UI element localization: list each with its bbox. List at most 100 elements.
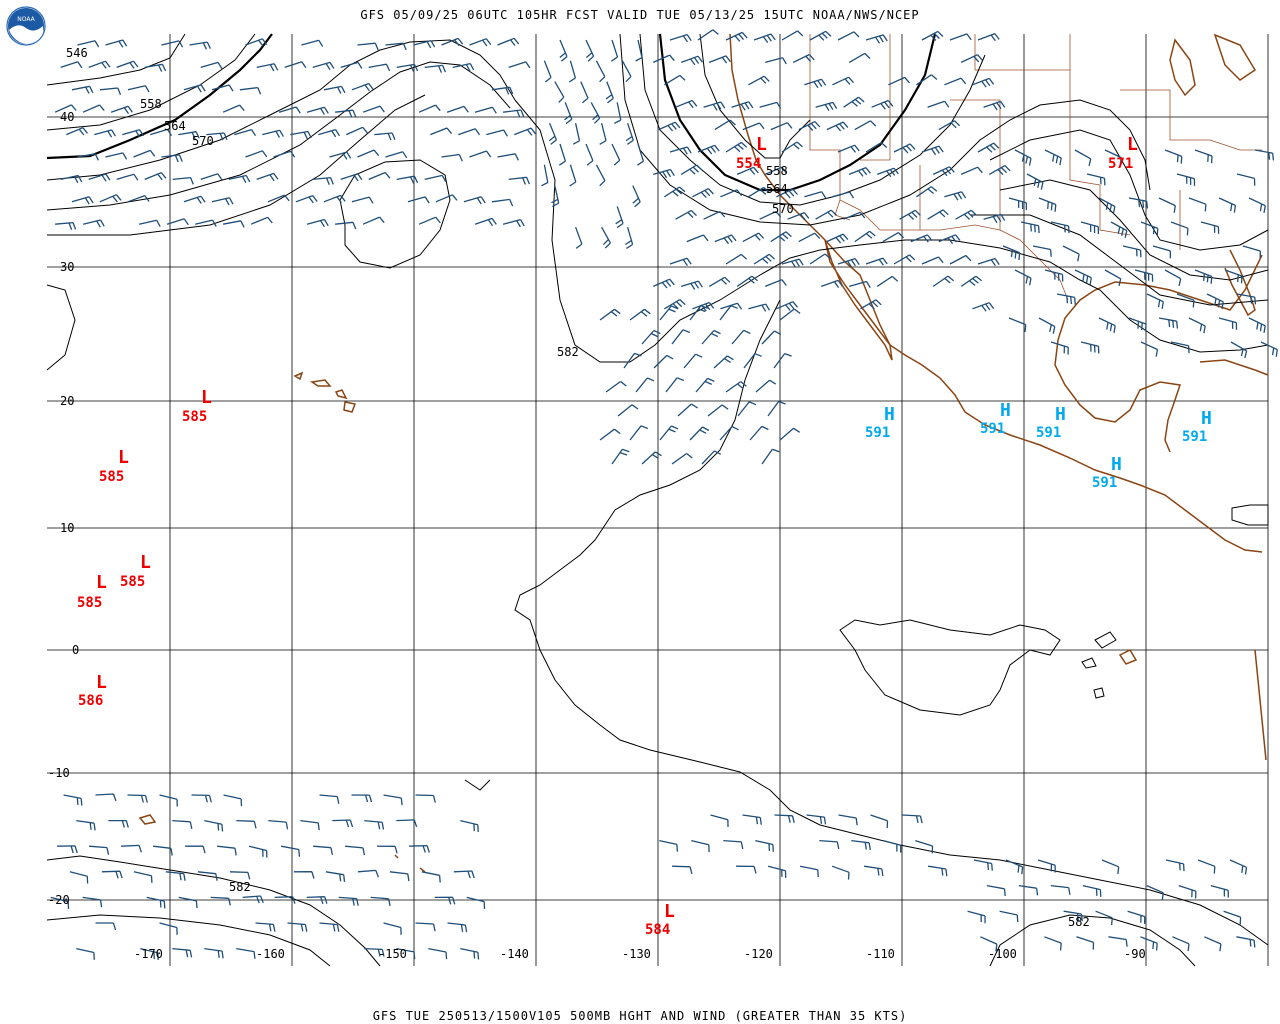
wind-barb xyxy=(497,37,520,46)
wind-barb xyxy=(629,425,649,441)
high-letter: H xyxy=(1201,408,1212,429)
wind-barb xyxy=(101,870,123,879)
wind-barb xyxy=(325,871,346,882)
wind-barb xyxy=(731,329,751,345)
wind-barb xyxy=(229,871,251,880)
lat-lon-grid xyxy=(47,34,1269,966)
high-value: 591 xyxy=(980,421,1005,437)
pacific-islands-south xyxy=(138,814,426,873)
wind-barb xyxy=(1104,149,1122,165)
wind-barb xyxy=(63,794,83,806)
wind-barb xyxy=(854,230,876,243)
wind-barb xyxy=(742,232,765,243)
wind-barb xyxy=(809,30,832,41)
wind-barb xyxy=(876,275,899,287)
wind-barb xyxy=(508,176,531,185)
wind-barb xyxy=(938,234,961,244)
wind-barb xyxy=(1032,245,1052,257)
wind-barb xyxy=(194,219,217,227)
wind-barb xyxy=(1248,197,1266,214)
wind-barb xyxy=(293,871,315,879)
wind-barb xyxy=(57,845,78,854)
low-value: 584 xyxy=(645,922,670,938)
wind-barb xyxy=(725,31,748,42)
wind-barb xyxy=(798,121,821,131)
high-letter: H xyxy=(1000,400,1011,421)
wind-barb xyxy=(799,865,819,878)
wind-barb xyxy=(569,164,577,187)
wind-barb xyxy=(351,82,374,92)
lat-label: 20 xyxy=(60,394,74,408)
contour-label: 558 xyxy=(766,164,788,178)
wind-barb xyxy=(831,865,850,880)
wind-barb xyxy=(921,30,944,41)
wind-barb xyxy=(278,106,301,114)
hawaii xyxy=(293,371,357,413)
contour-left-e xyxy=(47,94,426,236)
wind-barb xyxy=(697,144,720,155)
wind-barb xyxy=(335,221,357,230)
wind-barb xyxy=(204,819,224,832)
wind-barb xyxy=(210,896,231,906)
wind-barb xyxy=(1098,197,1116,214)
wind-barb xyxy=(720,189,743,198)
wind-barb xyxy=(191,794,212,803)
wind-barb xyxy=(580,81,589,104)
wind-barb xyxy=(223,794,243,807)
high-letter: H xyxy=(1111,454,1122,475)
wind-barb xyxy=(421,871,441,883)
wind-barb xyxy=(776,188,798,199)
wind-barb xyxy=(815,101,838,112)
wind-barb xyxy=(1218,317,1238,330)
wind-barb xyxy=(832,76,854,86)
wind-barb xyxy=(469,38,492,47)
wind-barb xyxy=(870,814,889,829)
wind-barb xyxy=(1254,149,1275,161)
wind-barb xyxy=(865,34,888,44)
wind-barb xyxy=(340,173,363,182)
contour-ridge-south xyxy=(514,299,1269,946)
wind-barb xyxy=(127,85,150,93)
wind-barb xyxy=(564,102,573,125)
wind-barb xyxy=(345,845,366,856)
logo-text: NOAA xyxy=(17,16,35,23)
wind-barb xyxy=(1223,910,1242,925)
wind-barb xyxy=(999,910,1019,923)
low-value: 554 xyxy=(736,156,761,172)
wind-barb xyxy=(122,129,145,138)
wind-barb xyxy=(474,217,497,227)
wind-barb xyxy=(396,63,419,72)
coastlines xyxy=(138,33,1269,873)
contour-se-582 xyxy=(989,914,1196,967)
wind-barb xyxy=(632,185,641,208)
wind-barb xyxy=(441,153,463,162)
wind-barb xyxy=(306,218,329,228)
wind-barb xyxy=(851,839,871,851)
wind-barb xyxy=(460,819,479,833)
wind-barb xyxy=(1122,245,1142,258)
wind-barb xyxy=(664,74,686,86)
wind-barb xyxy=(424,174,447,183)
wind-barb xyxy=(671,452,693,465)
wind-barb xyxy=(1194,269,1213,284)
wind-barb xyxy=(637,143,645,166)
wind-barb xyxy=(988,165,1011,176)
lon-label: -160 xyxy=(256,947,285,961)
wind-barb xyxy=(838,814,858,826)
wind-barb xyxy=(710,814,729,828)
wind-barb xyxy=(245,150,268,158)
wind-barb xyxy=(972,77,995,88)
contour-east-1 xyxy=(989,129,1269,251)
wind-barb xyxy=(424,64,446,73)
lon-label: -100 xyxy=(988,947,1017,961)
wind-barb xyxy=(691,839,710,853)
wind-barb xyxy=(659,425,679,441)
wind-barb xyxy=(707,404,729,417)
wind-barb xyxy=(50,896,70,909)
wind-barb xyxy=(428,947,448,960)
wind-barb xyxy=(329,151,352,160)
wind-barb xyxy=(605,380,627,393)
wind-barb xyxy=(671,329,691,345)
wind-barb xyxy=(172,947,193,958)
wind-barb xyxy=(1140,936,1158,951)
